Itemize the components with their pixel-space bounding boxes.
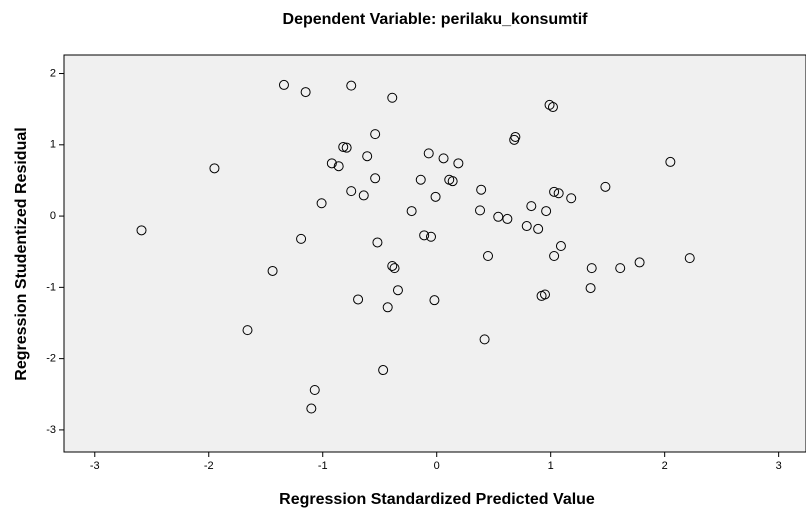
page: Dependent Variable: perilaku_konsumtif R… [0, 0, 806, 515]
y-axis-title: Regression Studentized Residual [13, 127, 30, 380]
x-axis-title: Regression Standardized Predicted Value [279, 491, 595, 508]
y-tick-label: -3 [46, 424, 56, 436]
x-tick-label: -3 [90, 460, 100, 472]
y-tick-label: -2 [46, 353, 56, 365]
y-tick-label: -1 [46, 281, 56, 293]
x-tick-label: 0 [434, 460, 440, 472]
x-tick-label: 2 [662, 460, 668, 472]
chart: Dependent Variable: perilaku_konsumtif R… [0, 0, 806, 515]
y-tick-label: 1 [50, 139, 56, 151]
x-tick-label: 3 [776, 460, 782, 472]
x-tick-label: 1 [548, 460, 554, 472]
plot-area [64, 55, 806, 452]
y-tick-label: 0 [50, 210, 56, 222]
x-tick-label: -1 [318, 460, 328, 472]
y-tick-label: 2 [50, 67, 56, 79]
x-tick-label: -2 [204, 460, 214, 472]
chart-title: Dependent Variable: perilaku_konsumtif [283, 11, 589, 28]
